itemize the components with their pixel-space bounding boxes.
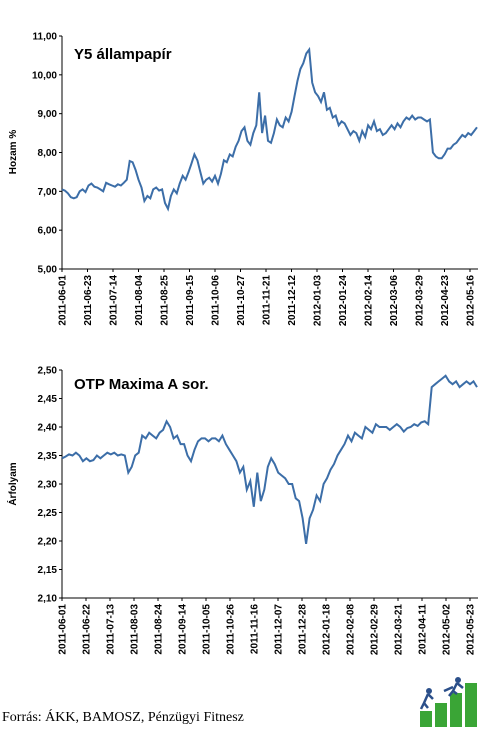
- x-tick-label: 2011-10-05: [202, 604, 213, 655]
- x-tick-label: 2011-08-25: [160, 275, 171, 326]
- y-tick-label: 6,00: [38, 226, 58, 237]
- y-tick-label: 7,00: [38, 187, 58, 198]
- logo-bar-2: [435, 703, 447, 727]
- series-line: [61, 374, 478, 545]
- x-tick-label: 2012-04-23: [440, 275, 451, 327]
- x-tick-label: 2011-12-28: [298, 604, 309, 655]
- logo-figure-body: [419, 693, 434, 710]
- y-axis-label: Árfolyam: [6, 462, 19, 505]
- y-tick-label: 2,40: [38, 423, 58, 434]
- x-tick-label: 2012-01-03: [313, 275, 324, 327]
- x-tick-label: 2011-06-01: [58, 604, 69, 655]
- series-line: [61, 46, 478, 212]
- x-tick-label: 2011-08-03: [130, 604, 141, 655]
- x-tick-label: 2012-02-14: [364, 275, 375, 327]
- x-tick-label: 2012-03-21: [394, 604, 405, 656]
- logo-bar-1: [420, 711, 432, 727]
- logo-bar-4: [465, 683, 477, 727]
- y-tick-label: 2,35: [38, 451, 58, 462]
- y-axis-label: Hozam %: [8, 130, 19, 175]
- x-tick-label: 2011-11-21: [262, 275, 273, 325]
- plot-area: [62, 36, 478, 269]
- logo-bar-3: [450, 693, 462, 727]
- x-tick-label: 2011-07-14: [109, 275, 120, 326]
- x-tick-label: 2011-08-24: [154, 604, 165, 655]
- x-tick-labels: 2011-06-01 2011-06-22 2011-07-13 2011-08-03…: [58, 604, 477, 656]
- y-tick-label: 8,00: [38, 148, 58, 159]
- source-caption: Forrás: ÁKK, BAMOSZ, Pénzügyi Fitnesz: [2, 708, 244, 725]
- x-tick-label: 2012-02-08: [346, 604, 357, 656]
- x-tick-label: 2012-05-16: [466, 275, 477, 327]
- y-tick-label: 10,00: [32, 70, 57, 81]
- x-tick-label: 2011-09-14: [178, 604, 189, 655]
- x-tick-label: 2011-12-07: [274, 604, 285, 655]
- axes: [59, 369, 478, 601]
- x-tick-label: 2011-09-15: [185, 275, 196, 326]
- y-tick-label: 9,00: [38, 109, 58, 120]
- plot-area: [62, 370, 478, 598]
- y-tick-label: 5,00: [38, 265, 58, 276]
- y-tick-label: 2,45: [38, 394, 58, 405]
- x-tick-label: 2011-10-06: [211, 275, 222, 326]
- x-tick-label: 2011-12-12: [287, 275, 298, 326]
- logo-figure-body-2: [443, 682, 464, 697]
- y-tick-label: 2,20: [38, 537, 58, 548]
- logo-figure-head: [426, 688, 432, 694]
- x-tick-label: 2012-01-18: [322, 604, 333, 656]
- x-tick-label: 2012-05-02: [442, 604, 453, 656]
- x-tick-label: 2012-03-06: [389, 275, 400, 327]
- x-tick-label: 2011-06-22: [82, 604, 93, 655]
- x-tick-labels: 2011-06-01 2011-06-23 2011-07-14 2011-08-04…: [58, 275, 477, 327]
- logo-figure-head-2: [455, 677, 461, 683]
- y-tick-label: 2,10: [38, 594, 58, 605]
- x-tick-label: 2012-02-29: [370, 604, 381, 656]
- y-tick-label: 2,15: [38, 565, 58, 576]
- chart-title: Y5 állampapír: [74, 46, 172, 63]
- y-tick-label: 11,00: [33, 32, 58, 43]
- y-tick-label: 2,25: [38, 508, 58, 519]
- x-tick-label: 2012-04-11: [418, 604, 429, 655]
- x-tick-label: 2012-03-29: [415, 275, 426, 327]
- x-tick-label: 2011-10-26: [226, 604, 237, 655]
- x-tick-label: 2012-01-24: [338, 275, 349, 327]
- fitness-logo: [419, 677, 477, 727]
- x-tick-label: 2011-10-27: [236, 275, 247, 326]
- x-tick-label: 2011-07-13: [106, 604, 117, 655]
- chart-otp-maxima-price: OTP Maxima A sor. Árfolyam 2,102,152,202…: [6, 366, 478, 656]
- y-tick-label: 2,30: [38, 480, 58, 491]
- x-tick-label: 2011-11-16: [250, 604, 261, 654]
- x-tick-label: 2011-06-23: [83, 275, 94, 326]
- y-tick-labels: 5,00 6,00 7,00 8,00 9,00 10,00 11,00: [32, 32, 57, 276]
- chart-y5-yield: Y5 állampapír Hozam % 5,00 6,00 7,00 8,00 9,…: [8, 32, 478, 327]
- y-tick-label: 2,50: [38, 366, 58, 377]
- x-tick-label: 2011-06-01: [58, 275, 69, 326]
- x-tick-label: 2012-05-23: [466, 604, 477, 656]
- axes: [59, 35, 478, 272]
- y-tick-labels: 2,10 2,15 2,20 2,25 2,30 2,35 2,40 2,45 2,50: [38, 366, 58, 605]
- chart-title: OTP Maxima A sor.: [74, 376, 209, 393]
- x-tick-label: 2011-08-04: [134, 275, 145, 326]
